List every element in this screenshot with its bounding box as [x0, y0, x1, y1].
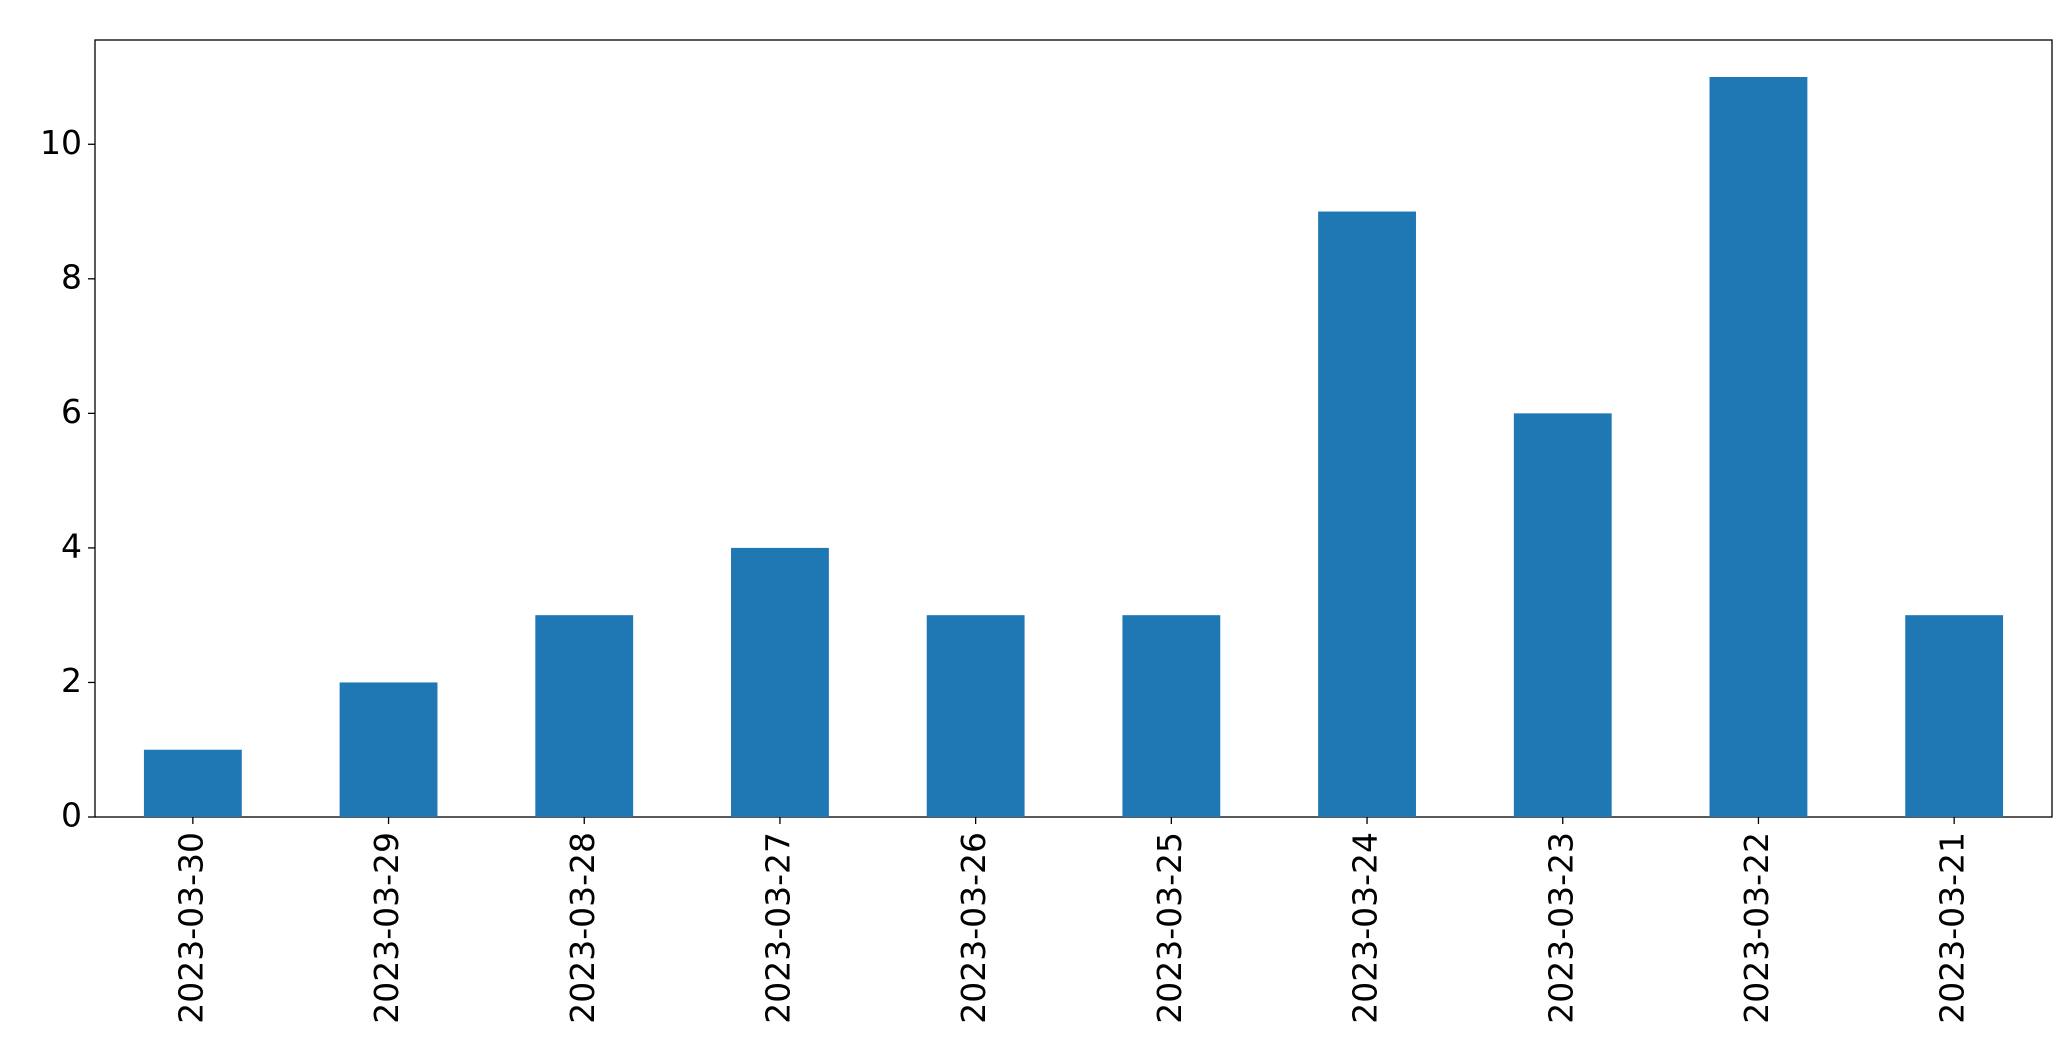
bar — [339, 682, 438, 817]
bar — [1122, 615, 1221, 817]
x-tick-label: 2023-03-30 — [171, 832, 210, 1024]
bar — [143, 749, 242, 817]
bar — [535, 615, 634, 817]
bar — [1318, 211, 1416, 817]
x-tick-label: 2023-03-22 — [1737, 832, 1776, 1024]
bar — [1709, 77, 1808, 817]
x-tick-label: 2023-03-24 — [1346, 832, 1385, 1024]
y-tick-label: 10 — [40, 123, 82, 162]
bar — [731, 547, 829, 817]
plot-frame — [94, 39, 2053, 818]
x-tick-label: 2023-03-26 — [954, 832, 993, 1024]
bar — [1905, 615, 2004, 817]
x-tick-label: 2023-03-23 — [1541, 832, 1580, 1024]
x-tick-label: 2023-03-29 — [367, 832, 406, 1024]
y-tick-label: 8 — [61, 257, 82, 296]
y-tick-label: 4 — [61, 526, 82, 565]
x-tick-label: 2023-03-25 — [1150, 832, 1189, 1024]
y-tick-label: 0 — [61, 796, 82, 835]
x-tick-label: 2023-03-21 — [1933, 832, 1972, 1024]
bar — [926, 615, 1025, 817]
x-tick-label: 2023-03-28 — [563, 832, 602, 1024]
y-tick-label: 6 — [61, 392, 82, 431]
y-tick-label: 2 — [61, 661, 82, 700]
bar — [1513, 413, 1612, 817]
x-tick-label: 2023-03-27 — [758, 832, 797, 1024]
